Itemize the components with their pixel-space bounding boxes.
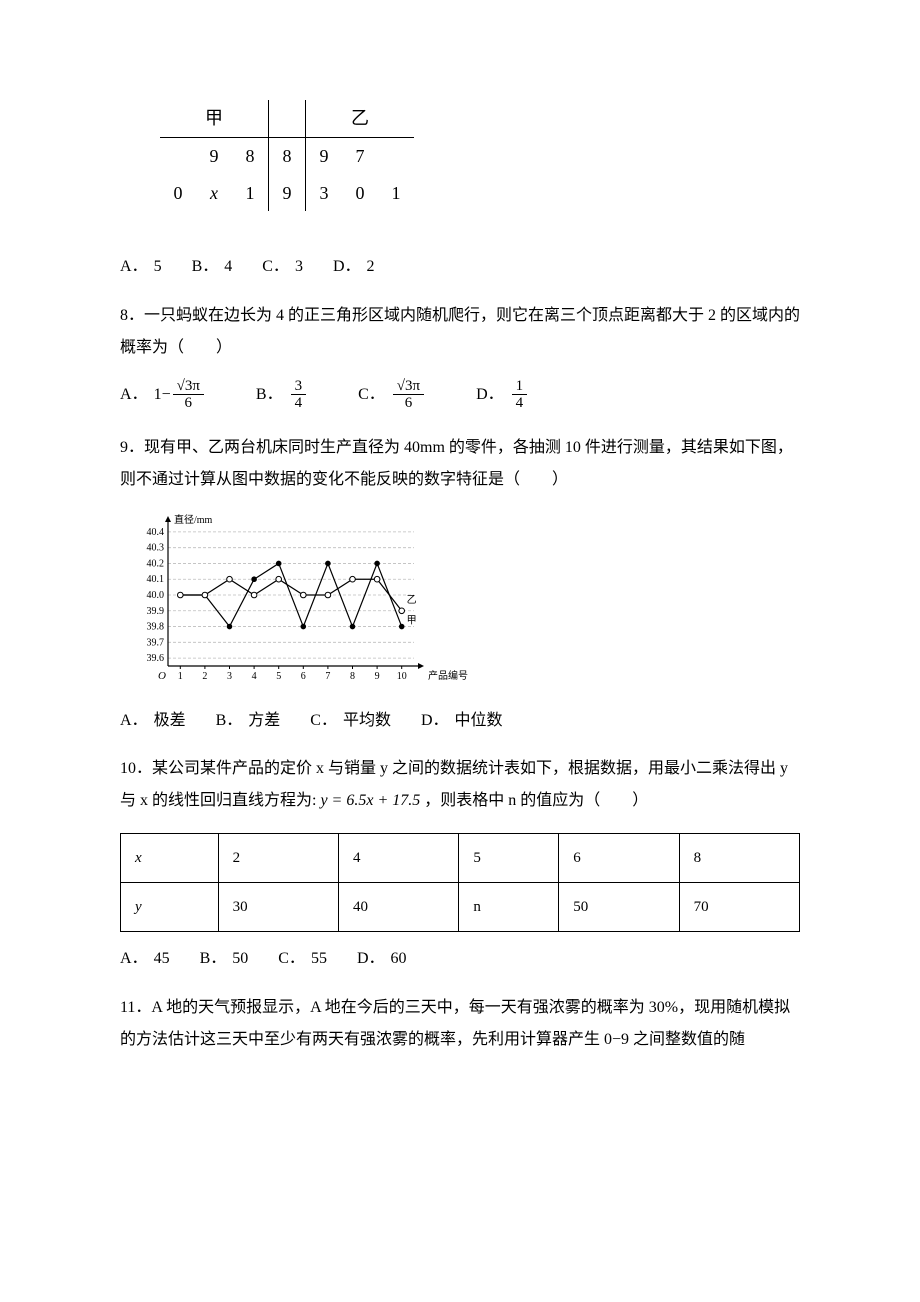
option-c: C．3: [262, 254, 303, 280]
option-d: D．中位数: [421, 708, 503, 734]
svg-text:3: 3: [227, 671, 232, 682]
sl-cell: 0: [160, 175, 196, 212]
q9-options: A．极差 B．方差 C．平均数 D．中位数: [120, 708, 800, 734]
svg-text:5: 5: [276, 671, 281, 682]
option-a: A． 1− √3π6: [120, 378, 206, 412]
svg-text:9: 9: [375, 671, 380, 682]
sl-cell: 7: [342, 137, 378, 174]
svg-text:乙: 乙: [407, 593, 417, 605]
q8-text: 8．一只蚂蚁在边长为 4 的正三角形区域内随机爬行，则它在离三个顶点距离都大于 …: [120, 300, 800, 364]
sl-cell: 8: [232, 137, 269, 174]
q8-options: A． 1− √3π6 B． 34 C． √3π6 D． 14: [120, 378, 800, 412]
q10-text: 10．某公司某件产品的定价 x 与销量 y 之间的数据统计表如下，根据数据，用最…: [120, 753, 800, 817]
sl-stem: 8: [269, 137, 306, 174]
q7-options: A．5 B．4 C．3 D．2: [120, 254, 800, 280]
sl-cell: 9: [306, 137, 343, 174]
option-d: D． 14: [476, 378, 529, 412]
svg-text:7: 7: [325, 671, 330, 682]
q10-table: x 2 4 5 6 8 y 30 40 n 50 70: [120, 833, 800, 932]
sl-stem: 9: [269, 175, 306, 212]
stem-leaf-left-label: 甲: [160, 100, 269, 137]
svg-text:O: O: [158, 670, 166, 682]
stem-leaf-plot: 甲 乙 9 8 8 9 7 0 x 1 9 3 0 1: [160, 100, 414, 211]
q10-options: A．45 B．50 C．55 D．60: [120, 946, 800, 972]
svg-text:6: 6: [301, 671, 306, 682]
svg-text:40.1: 40.1: [147, 574, 165, 585]
option-a: A．45: [120, 946, 170, 972]
svg-text:40.2: 40.2: [147, 558, 165, 569]
q9-text: 9．现有甲、乙两台机床同时生产直径为 40mm 的零件，各抽测 10 件进行测量…: [120, 432, 800, 496]
option-d: D．60: [357, 946, 407, 972]
sl-cell: 1: [378, 175, 414, 212]
option-a: A．极差: [120, 708, 186, 734]
option-c: C．平均数: [310, 708, 391, 734]
svg-text:40.3: 40.3: [147, 542, 165, 553]
svg-text:直径/mm: 直径/mm: [174, 513, 213, 526]
option-a: A．5: [120, 254, 162, 280]
q9-chart: 39.6 39.7 39.8 39.9 40.0 40.1 40.2 40.3 40.4 1 2 3 4…: [120, 506, 800, 694]
svg-text:39.7: 39.7: [147, 637, 165, 648]
svg-text:1: 1: [178, 671, 183, 682]
svg-text:甲: 甲: [407, 615, 417, 626]
sl-cell: x: [196, 175, 232, 212]
table-row: y 30 40 n 50 70: [121, 883, 800, 932]
sl-cell: 0: [342, 175, 378, 212]
option-b: B． 34: [256, 378, 308, 412]
svg-text:8: 8: [350, 671, 355, 682]
svg-text:39.6: 39.6: [147, 653, 165, 664]
option-d: D．2: [333, 254, 375, 280]
sl-cell: 3: [306, 175, 343, 212]
option-c: C．55: [278, 946, 327, 972]
svg-text:产品编号: 产品编号: [428, 669, 468, 682]
stem-leaf-right-label: 乙: [306, 100, 415, 137]
svg-text:2: 2: [202, 671, 207, 682]
option-b: B．4: [192, 254, 233, 280]
option-b: B．50: [200, 946, 249, 972]
q11-text: 11．A 地的天气预报显示，A 地在今后的三天中，每一天有强浓雾的概率为 30%…: [120, 992, 800, 1056]
svg-text:39.8: 39.8: [147, 621, 165, 632]
svg-text:40.4: 40.4: [147, 526, 165, 537]
svg-text:10: 10: [397, 671, 407, 682]
sl-cell: 9: [196, 137, 232, 174]
table-row: x 2 4 5 6 8: [121, 834, 800, 883]
sl-cell: 1: [232, 175, 269, 212]
svg-text:40.0: 40.0: [147, 590, 165, 601]
svg-text:4: 4: [252, 671, 257, 682]
option-c: C． √3π6: [358, 378, 426, 412]
svg-text:39.9: 39.9: [147, 605, 165, 616]
option-b: B．方差: [216, 708, 281, 734]
